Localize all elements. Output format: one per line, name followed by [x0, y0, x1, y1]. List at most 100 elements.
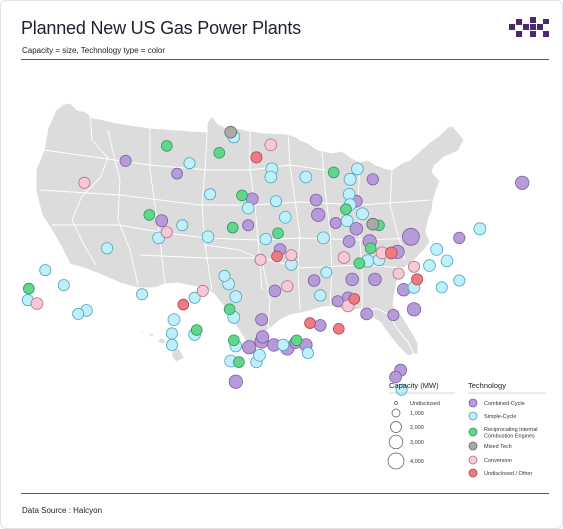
plant-marker-und-1[interactable] — [384, 246, 398, 260]
plant-marker-cc-13[interactable] — [360, 307, 373, 321]
plant-marker-und-0[interactable] — [250, 151, 263, 164]
plant-marker-sc-29[interactable] — [57, 279, 70, 292]
plant-marker-conv-7[interactable] — [30, 297, 44, 310]
plant-marker-rice-8[interactable] — [223, 303, 236, 316]
plant-marker-sc-49[interactable] — [351, 162, 364, 176]
plant-marker-rice-5[interactable] — [226, 221, 239, 234]
plant-marker-und-5[interactable] — [348, 293, 361, 305]
plant-marker-cc-0[interactable] — [515, 175, 530, 190]
plant-marker-und-4[interactable] — [271, 250, 283, 263]
plant-marker-sc-45[interactable] — [299, 170, 313, 184]
plant-marker-mixed-1[interactable] — [366, 217, 380, 231]
plant-marker-cc-28[interactable] — [389, 370, 402, 384]
plant-marker-sc-15[interactable] — [440, 254, 454, 268]
plant-marker-cc-19[interactable] — [242, 340, 257, 355]
plant-marker-und-7[interactable] — [332, 322, 345, 335]
plant-marker-sc-31[interactable] — [39, 264, 52, 277]
plant-marker-rice-12[interactable] — [190, 324, 203, 336]
plant-marker-conv-6[interactable] — [392, 267, 405, 280]
plant-marker-cc-37[interactable] — [331, 295, 344, 308]
plant-marker-cc-29[interactable] — [313, 319, 327, 332]
plant-marker-cc-1[interactable] — [401, 227, 420, 246]
plant-marker-cc-38[interactable] — [453, 231, 466, 244]
plant-marker-sc-37[interactable] — [395, 383, 408, 396]
plant-marker-und-3[interactable] — [177, 298, 190, 311]
plant-marker-rice-9[interactable] — [353, 257, 366, 270]
plant-marker-conv-1[interactable] — [78, 176, 91, 189]
plant-marker-rice-3[interactable] — [340, 203, 352, 216]
plant-marker-conv-3[interactable] — [254, 253, 267, 266]
plant-marker-sc-54[interactable] — [176, 219, 189, 232]
plant-marker-cc-14[interactable] — [406, 302, 422, 317]
plant-marker-cc-8[interactable] — [349, 222, 364, 236]
plant-marker-sc-51[interactable] — [165, 338, 178, 351]
plant-marker-sc-26[interactable] — [136, 288, 149, 301]
plant-marker-rice-7[interactable] — [228, 334, 240, 347]
plant-marker-rice-13[interactable] — [22, 282, 35, 295]
plant-marker-conv-4[interactable] — [281, 280, 294, 293]
plant-marker-sc-1[interactable] — [183, 157, 196, 170]
plant-marker-sc-44[interactable] — [269, 195, 282, 208]
plant-marker-sc-14[interactable] — [473, 222, 487, 236]
plant-marker-sc-36[interactable] — [253, 348, 266, 362]
plant-marker-cc-18[interactable] — [255, 313, 269, 327]
plant-marker-sc-23[interactable] — [167, 313, 181, 327]
plant-marker-sc-13[interactable] — [423, 259, 436, 272]
plant-marker-cc-6[interactable] — [329, 216, 342, 229]
plant-marker-cc-10[interactable] — [368, 272, 382, 287]
plant-marker-sc-20[interactable] — [229, 290, 243, 303]
plant-marker-conv-12[interactable] — [407, 260, 420, 273]
plant-marker-cc-26[interactable] — [228, 374, 243, 389]
plant-marker-cc-2[interactable] — [155, 214, 169, 228]
plant-marker-sc-7[interactable] — [316, 231, 330, 245]
plant-marker-sc-52[interactable] — [264, 170, 278, 184]
plant-marker-sc-3[interactable] — [241, 201, 255, 215]
plant-marker-rice-6[interactable] — [272, 227, 284, 240]
plant-marker-cc-5[interactable] — [311, 207, 326, 222]
plant-marker-conv-9[interactable] — [285, 249, 298, 262]
plant-marker-conv-8[interactable] — [196, 284, 209, 297]
plant-marker-sc-38[interactable] — [301, 346, 314, 359]
plant-marker-cc-39[interactable] — [342, 235, 356, 248]
plant-marker-cc-33[interactable] — [366, 173, 379, 186]
plant-marker-sc-16[interactable] — [453, 274, 466, 287]
plant-marker-sc-12[interactable] — [430, 242, 444, 256]
plant-marker-cc-4[interactable] — [309, 193, 323, 207]
plant-marker-cc-17[interactable] — [268, 284, 282, 298]
plant-marker-sc-4[interactable] — [278, 211, 292, 224]
plant-marker-rice-4[interactable] — [236, 189, 248, 202]
plant-marker-und-6[interactable] — [304, 317, 316, 329]
plant-marker-rice-16[interactable] — [364, 242, 377, 255]
plant-marker-sc-41[interactable] — [101, 242, 114, 255]
plant-marker-cc-34[interactable] — [119, 154, 132, 167]
plant-marker-sc-6[interactable] — [340, 214, 354, 228]
plant-marker-und-2[interactable] — [411, 273, 424, 286]
plant-marker-sc-22[interactable] — [188, 291, 201, 304]
plant-marker-cc-12[interactable] — [387, 308, 400, 321]
plant-marker-sc-47[interactable] — [356, 207, 369, 221]
plant-marker-sc-46[interactable] — [343, 172, 357, 186]
plant-marker-rice-11[interactable] — [290, 334, 303, 347]
plant-marker-sc-50[interactable] — [314, 289, 327, 302]
plant-marker-sc-9[interactable] — [320, 266, 333, 279]
plant-marker-sc-39[interactable] — [277, 338, 290, 351]
plant-marker-sc-43[interactable] — [259, 233, 272, 246]
plant-marker-sc-28[interactable] — [72, 307, 85, 320]
plant-marker-cc-35[interactable] — [242, 219, 255, 232]
plant-marker-sc-53[interactable] — [204, 188, 217, 201]
plant-marker-rice-2[interactable] — [327, 166, 340, 179]
plant-marker-rice-1[interactable] — [213, 147, 226, 159]
plant-marker-rice-0[interactable] — [161, 140, 173, 152]
plant-marker-sc-17[interactable] — [435, 281, 448, 294]
plant-marker-conv-2[interactable] — [160, 226, 173, 239]
plant-marker-conv-10[interactable] — [337, 251, 351, 264]
plant-marker-mixed-0[interactable] — [224, 125, 238, 139]
plant-marker-cc-16[interactable] — [307, 274, 321, 287]
plant-marker-sc-25[interactable] — [165, 327, 178, 340]
plant-marker-rice-10[interactable] — [233, 356, 245, 368]
plant-marker-cc-15[interactable] — [345, 272, 359, 287]
plant-marker-sc-21[interactable] — [218, 269, 231, 282]
plant-marker-rice-14[interactable] — [143, 209, 156, 221]
plant-marker-conv-0[interactable] — [264, 138, 278, 152]
plant-marker-cc-3[interactable] — [171, 167, 183, 180]
